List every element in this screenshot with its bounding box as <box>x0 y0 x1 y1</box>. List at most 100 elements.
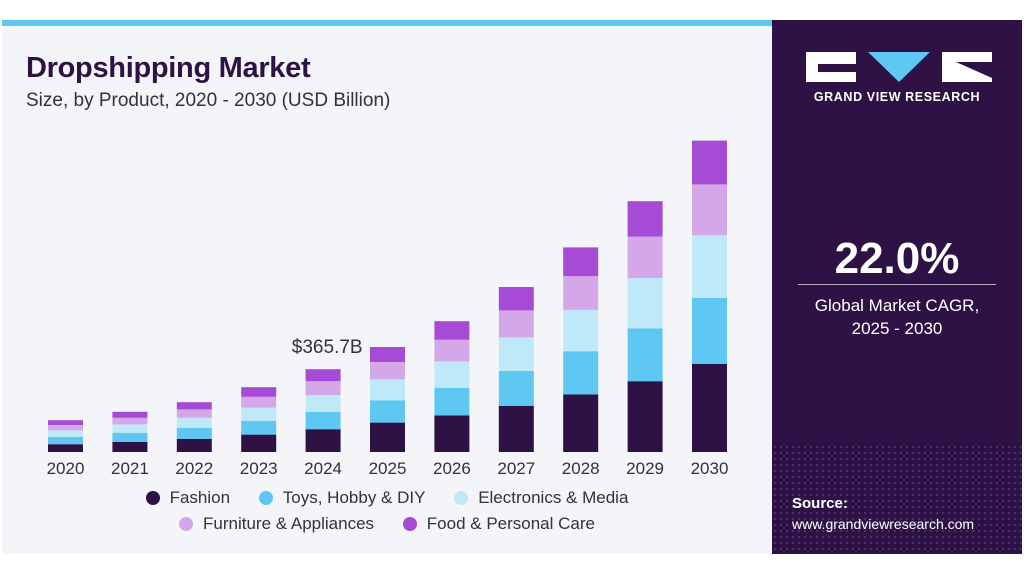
bar-segment-food-personal-care-2025 <box>370 347 405 362</box>
bar-segment-food-personal-care-2029 <box>627 201 663 237</box>
legend-label-electronics: Electronics & Media <box>478 488 629 507</box>
x-tick-label-2023: 2023 <box>240 459 278 478</box>
bar-segment-toys-hobby-diy-2023 <box>241 420 277 435</box>
bar-segment-food-personal-care-2020 <box>48 420 83 425</box>
bar-segment-food-personal-care-2030 <box>692 140 727 185</box>
legend-item-toys: Toys, Hobby & DIY <box>258 488 426 508</box>
x-tick-label-2025: 2025 <box>369 459 407 478</box>
cagr-value: 22.0% <box>834 234 960 283</box>
bar-segment-fashion-2028 <box>563 394 599 452</box>
x-tick-label-2027: 2027 <box>497 459 535 478</box>
bar-segment-furniture-appliances-2024 <box>305 381 341 395</box>
info-sidebar: GRAND VIEW RESEARCH 22.0% Global Market … <box>772 20 1022 554</box>
bar-segment-furniture-appliances-2026 <box>434 339 470 362</box>
bar-segment-food-personal-care-2022 <box>176 402 212 410</box>
bar-segment-furniture-appliances-2025 <box>370 362 405 380</box>
bar-segment-electronics-media-2026 <box>434 361 470 388</box>
bar-segment-fashion-2026 <box>434 415 470 452</box>
legend-swatch-fashion <box>145 491 160 505</box>
bar-segment-fashion-2029 <box>627 381 663 452</box>
x-tick-label-2026: 2026 <box>433 459 471 478</box>
bar-segment-toys-hobby-diy-2030 <box>692 297 727 364</box>
x-tick-label-2021: 2021 <box>111 459 149 478</box>
legend-row-2: Furniture & Appliances Food & Personal C… <box>2 514 772 536</box>
legend-swatch-furniture <box>179 517 193 531</box>
stacked-bar-chart: 2020 2021 2022 2023 2024 $365.7B 2025 2026 2027 2… <box>47 140 729 478</box>
legend-item-electronics: Electronics & Media <box>454 488 628 508</box>
bar-segment-furniture-appliances-2021 <box>112 417 148 425</box>
cagr-label-line-1: Global Market CAGR, <box>814 296 980 315</box>
x-tick-label-2022: 2022 <box>175 459 213 478</box>
chart-panel: Dropshipping Market Size, by Product, 20… <box>2 20 772 554</box>
dot-pattern-decoration <box>772 444 1022 554</box>
chart-title: Dropshipping Market <box>26 52 311 84</box>
bar-segment-furniture-appliances-2023 <box>241 396 277 408</box>
bar-segment-toys-hobby-diy-2020 <box>48 437 83 445</box>
x-tick-label-2030: 2030 <box>691 459 729 478</box>
annotation-label-2024: $365.7B <box>292 337 363 358</box>
chart-subtitle: Size, by Product, 2020 - 2030 (USD Billi… <box>26 90 391 111</box>
bar-segment-electronics-media-2020 <box>48 430 83 437</box>
legend-item-furniture: Furniture & Appliances <box>179 514 374 534</box>
bar-segment-food-personal-care-2023 <box>241 387 277 397</box>
bar-segment-food-personal-care-2026 <box>434 321 470 340</box>
x-tick-label-2024: 2024 <box>304 459 342 478</box>
bar-segment-electronics-media-2027 <box>498 337 534 371</box>
bar-segment-toys-hobby-diy-2021 <box>112 432 148 442</box>
legend-item-fashion: Fashion <box>145 488 231 508</box>
legend-label-furniture: Furniture & Appliances <box>203 514 375 533</box>
bar-segment-toys-hobby-diy-2028 <box>563 351 599 395</box>
bar-segment-fashion-2022 <box>176 438 212 452</box>
bar-segment-fashion-2020 <box>48 444 83 452</box>
bar-segment-fashion-2030 <box>692 363 727 452</box>
x-tick-label-2028: 2028 <box>562 459 600 478</box>
cagr-label-line-2: 2025 - 2030 <box>851 319 943 338</box>
cagr-label: Global Market CAGR, 2025 - 2030 <box>772 294 1022 340</box>
bar-segment-food-personal-care-2027 <box>498 287 534 311</box>
source-label: Source: <box>792 495 848 512</box>
bar-segment-toys-hobby-diy-2024 <box>305 411 341 430</box>
bar-segment-furniture-appliances-2027 <box>498 310 534 338</box>
bar-segment-furniture-appliances-2022 <box>176 409 212 418</box>
legend-label-fashion: Fashion <box>169 488 231 507</box>
bar-segment-electronics-media-2028 <box>563 309 599 352</box>
legend-swatch-food <box>402 517 417 531</box>
bar-segment-electronics-media-2023 <box>241 407 277 421</box>
bar-segment-electronics-media-2024 <box>305 395 341 412</box>
bar-segment-furniture-appliances-2020 <box>48 425 83 431</box>
bar-segment-electronics-media-2030 <box>692 235 727 298</box>
bar-segment-food-personal-care-2028 <box>563 247 599 277</box>
bar-segment-food-personal-care-2021 <box>112 411 148 418</box>
bar-segment-electronics-media-2029 <box>627 278 663 329</box>
bar-segment-electronics-media-2022 <box>176 417 212 428</box>
legend-swatch-toys <box>258 491 273 505</box>
brand-name: GRAND VIEW RESEARCH <box>813 90 981 104</box>
legend-label-food: Food & Personal Care <box>426 514 595 533</box>
bar-segment-fashion-2025 <box>370 422 405 452</box>
cagr-divider <box>798 284 996 285</box>
legend-item-food: Food & Personal Care <box>402 514 595 534</box>
legend-swatch-electronics <box>454 491 469 505</box>
x-tick-label-2020: 2020 <box>47 459 85 478</box>
grand-view-research-logo <box>806 52 992 82</box>
bar-segment-furniture-appliances-2028 <box>563 276 599 310</box>
legend-label-toys: Toys, Hobby & DIY <box>282 488 426 507</box>
x-tick-label-2029: 2029 <box>626 459 664 478</box>
bar-segment-food-personal-care-2024 <box>305 369 341 382</box>
bar-segment-fashion-2027 <box>498 405 534 452</box>
bar-segment-toys-hobby-diy-2025 <box>370 400 405 423</box>
bar-segment-fashion-2023 <box>241 434 277 452</box>
bar-segment-electronics-media-2021 <box>112 424 148 433</box>
source-url[interactable]: www.grandviewresearch.com <box>792 516 975 532</box>
legend-row-1: Fashion Toys, Hobby & DIY Electronics & … <box>2 488 772 510</box>
bar-segment-toys-hobby-diy-2029 <box>627 328 663 382</box>
bar-segment-toys-hobby-diy-2027 <box>498 371 534 406</box>
bar-segment-toys-hobby-diy-2022 <box>176 428 212 439</box>
bar-segment-fashion-2021 <box>112 441 148 452</box>
bar-segment-fashion-2024 <box>305 429 341 452</box>
bar-segment-furniture-appliances-2029 <box>627 236 663 278</box>
bar-segment-toys-hobby-diy-2026 <box>434 387 470 416</box>
bar-segment-furniture-appliances-2030 <box>692 184 727 236</box>
infographic-card: Dropshipping Market Size, by Product, 20… <box>2 20 1022 554</box>
bar-segment-electronics-media-2025 <box>370 379 405 401</box>
